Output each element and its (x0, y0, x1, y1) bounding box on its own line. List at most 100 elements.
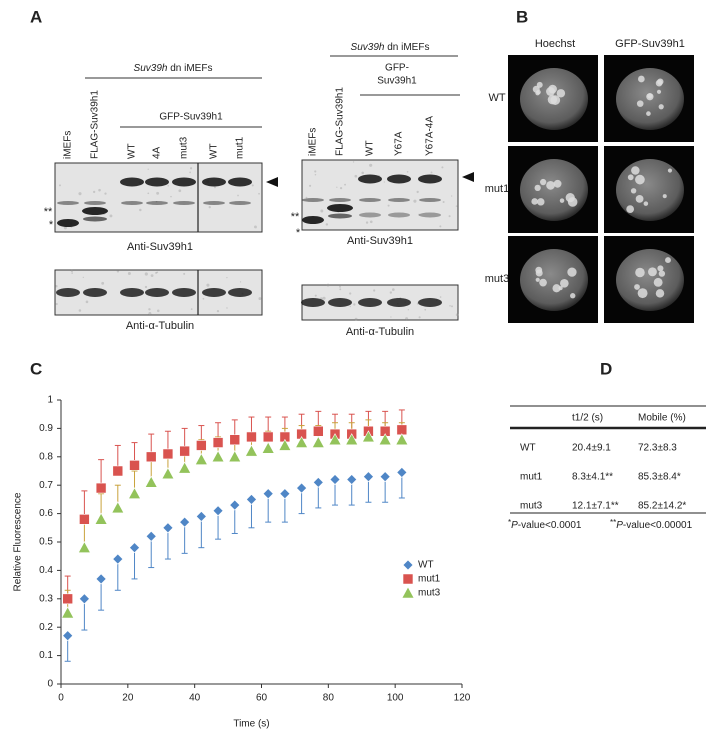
marker (95, 573, 107, 585)
arrowhead (462, 172, 474, 182)
marker (296, 428, 307, 440)
chromocenter (630, 188, 637, 194)
marker (94, 512, 108, 525)
blot-band (173, 201, 195, 205)
blot-band (57, 201, 79, 205)
blot-noise (253, 225, 257, 229)
marker (196, 440, 207, 451)
chromocenter (626, 205, 635, 214)
y-tick-label: 0.3 (39, 593, 53, 604)
blot-noise (147, 192, 150, 195)
marker (144, 475, 158, 488)
blot-noise (406, 171, 409, 173)
chromocenter (656, 89, 662, 94)
marker (112, 553, 124, 565)
blot-band (203, 201, 225, 205)
blot-noise (156, 271, 159, 274)
column-header: GFP-Suv39h1 (615, 38, 685, 50)
marker (162, 522, 174, 534)
table-cell: 20.4±9.1 (572, 443, 611, 454)
marker (396, 424, 408, 436)
blot-noise (98, 188, 101, 192)
chromocenter (531, 198, 538, 205)
marker (179, 445, 190, 457)
footnote-mark: * (508, 518, 511, 527)
blot-noise (339, 187, 343, 190)
blot-noise (455, 205, 458, 207)
blot-noise (258, 297, 262, 301)
chromocenter (548, 84, 557, 94)
blot-noise (202, 297, 205, 300)
y-axis-label: Relative Fluorescence (13, 492, 24, 591)
chromocenter (634, 284, 640, 290)
blot-noise (155, 200, 158, 203)
marker (396, 466, 408, 478)
blot-noise (361, 171, 364, 175)
blot-band (358, 298, 382, 307)
x-tick-label: 60 (256, 693, 268, 704)
chromocenter (658, 270, 666, 277)
table-cell: 12.1±7.1** (572, 501, 619, 512)
blot-noise (226, 307, 228, 309)
y-tick-label: 0.5 (39, 537, 53, 548)
blot-noise (116, 270, 120, 273)
marker (379, 471, 391, 483)
blot-noise (190, 308, 193, 310)
blot-noise (449, 305, 451, 307)
chromocenter (567, 267, 577, 277)
marker (244, 444, 258, 457)
chromocenter (535, 277, 540, 282)
blot-band (302, 198, 324, 202)
chromocenter (636, 100, 644, 107)
lane-label: Y67A (394, 131, 405, 156)
y-tick-label: 0 (47, 679, 53, 690)
blot-band (228, 177, 252, 187)
blot-band (172, 177, 196, 187)
blot-noise (442, 200, 445, 203)
chromocenter (570, 293, 576, 299)
table-cell: mut3 (520, 501, 543, 512)
y-tick-label: 0.6 (39, 508, 53, 519)
blot-noise (441, 166, 444, 169)
lane-label: WT (209, 143, 220, 159)
blot-noise (55, 285, 58, 288)
marker (246, 493, 257, 505)
chromocenter (537, 198, 545, 206)
blot-noise (439, 225, 442, 228)
blot-band (202, 177, 226, 187)
blot-noise (127, 271, 131, 275)
blot-band (387, 174, 411, 184)
marker (361, 430, 375, 443)
blot-noise (430, 171, 433, 174)
nucleus (616, 249, 684, 311)
panel-label: B (516, 7, 528, 26)
marker (179, 516, 191, 528)
blot-band (327, 204, 353, 212)
y-tick-label: 0.2 (39, 622, 53, 633)
lane-label: iMEFs (63, 131, 74, 159)
marker (212, 437, 224, 448)
x-tick-label: 20 (122, 693, 134, 704)
chromocenter (556, 89, 566, 98)
chromocenter (643, 201, 649, 206)
table-cell: mut1 (520, 472, 543, 483)
blot-noise (451, 305, 453, 308)
chromocenter (646, 111, 651, 116)
band-mark: * (49, 219, 54, 231)
blot-noise (214, 186, 216, 189)
legend-marker (401, 586, 415, 599)
blot-noise (365, 221, 369, 224)
marker (278, 438, 292, 451)
blot-band (84, 201, 106, 205)
table-header: Mobile (%) (638, 413, 686, 424)
lane-label: FLAG-Suv39h1 (90, 90, 101, 159)
panel-label: A (30, 7, 42, 26)
row-label: mut1 (485, 183, 509, 195)
blot-noise (322, 296, 326, 300)
blot-noise (109, 214, 113, 218)
x-axis-label: Time (s) (233, 719, 269, 730)
blot-noise (70, 269, 74, 273)
blot-noise (405, 317, 409, 321)
blot-noise (148, 312, 152, 316)
